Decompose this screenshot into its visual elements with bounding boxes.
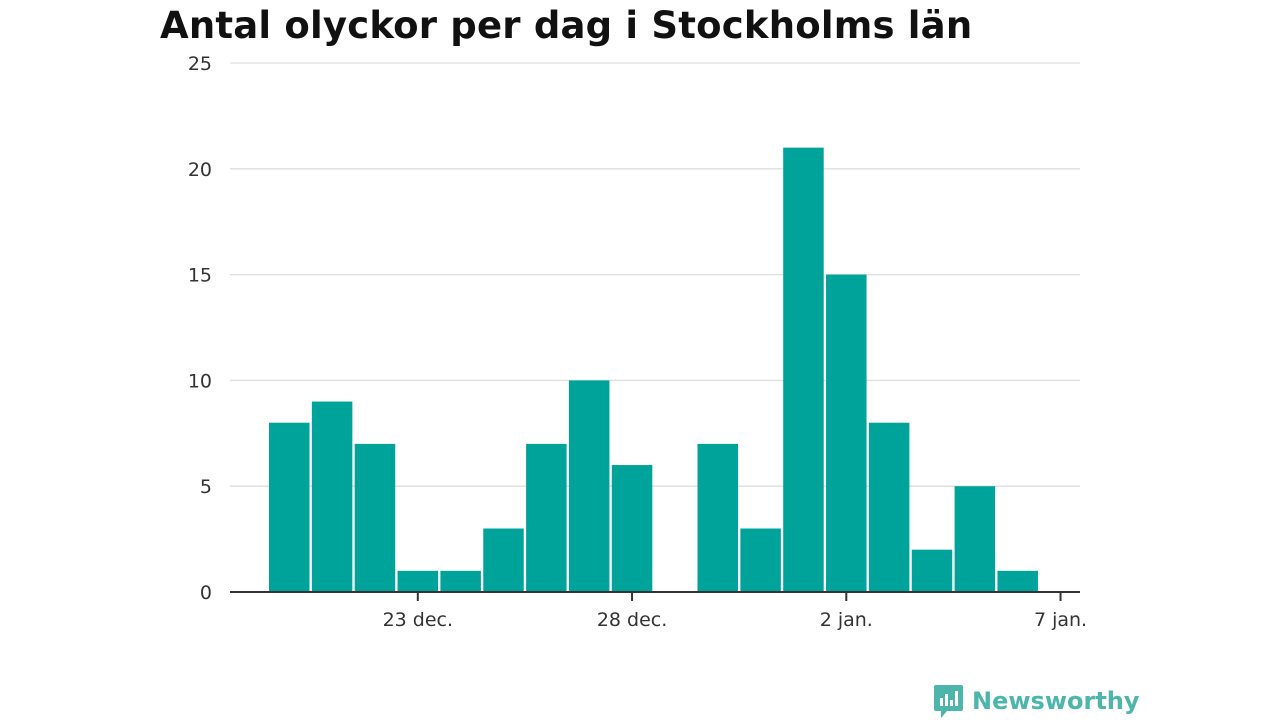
bar bbox=[954, 486, 996, 592]
bar bbox=[526, 443, 567, 592]
bar bbox=[311, 401, 353, 592]
bar bbox=[826, 274, 867, 592]
y-tick-label: 5 bbox=[200, 476, 212, 498]
bar bbox=[269, 422, 310, 592]
bar bbox=[740, 528, 781, 592]
x-tick-label: 23 dec. bbox=[383, 609, 453, 631]
bar bbox=[997, 570, 1038, 592]
bar bbox=[911, 549, 953, 592]
bar bbox=[697, 443, 738, 592]
bar bbox=[397, 570, 439, 592]
chart-title: Antal olyckor per dag i Stockholms län bbox=[160, 4, 973, 47]
bar bbox=[868, 422, 910, 592]
bar bbox=[783, 147, 824, 592]
x-tick-label: 7 jan. bbox=[1034, 609, 1087, 631]
bar bbox=[611, 465, 653, 592]
bar bbox=[354, 443, 396, 592]
bar bbox=[483, 528, 524, 592]
y-tick-label: 20 bbox=[188, 159, 212, 181]
y-tick-label: 0 bbox=[200, 582, 212, 604]
bars bbox=[269, 147, 1038, 592]
y-tick-label: 25 bbox=[188, 53, 212, 75]
x-tick-label: 28 dec. bbox=[597, 609, 667, 631]
y-tick-label: 10 bbox=[188, 370, 212, 392]
gridlines bbox=[230, 62, 1080, 487]
brand-name: Newsworthy bbox=[972, 687, 1140, 715]
newsworthy-logo-icon bbox=[934, 685, 963, 718]
bar bbox=[568, 380, 610, 592]
y-axis-ticks: 0 5 10 15 20 25 bbox=[188, 53, 212, 604]
brand-logo: Newsworthy bbox=[933, 683, 1140, 719]
y-tick-label: 15 bbox=[188, 265, 212, 287]
x-tick-label: 2 jan. bbox=[820, 609, 873, 631]
x-axis: 23 dec. 28 dec. 2 jan. 7 jan. bbox=[230, 591, 1087, 631]
bar bbox=[440, 570, 481, 592]
